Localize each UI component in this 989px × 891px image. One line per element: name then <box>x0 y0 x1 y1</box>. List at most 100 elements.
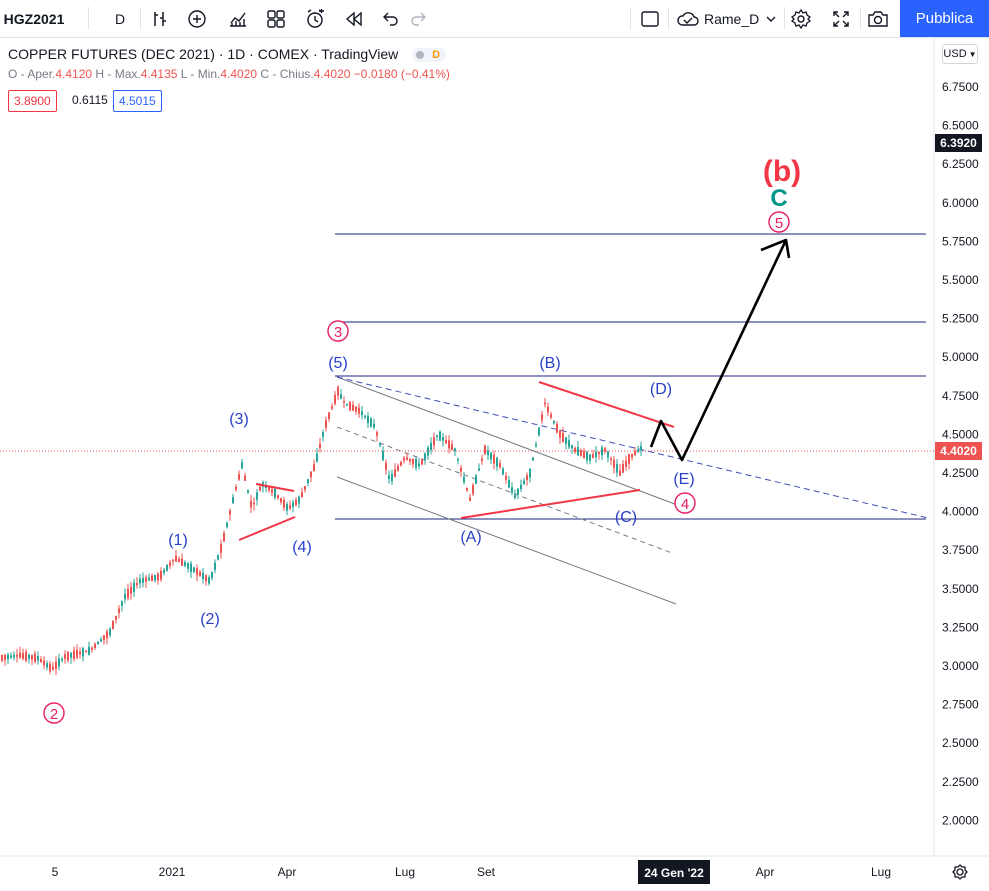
candle-body <box>103 635 105 640</box>
candle-body <box>505 475 507 480</box>
wave-label-e[interactable]: (E) <box>673 471 694 488</box>
candle-body <box>415 458 417 468</box>
candle-body <box>202 572 204 580</box>
alert-icon[interactable] <box>303 0 327 37</box>
wave-label-4[interactable]: (4) <box>292 539 312 556</box>
time-tick-label: Lug <box>395 865 415 879</box>
candle-body <box>121 601 123 607</box>
undo-icon[interactable] <box>379 0 403 37</box>
time-axis[interactable]: 5 2021 Apr Lug Set Apr Lug 24 Gen '22 <box>52 860 891 884</box>
rectangle-icon[interactable] <box>638 0 662 37</box>
candle-body <box>337 386 339 396</box>
triangle-upper-line[interactable] <box>255 483 295 492</box>
wave-label-circled-4[interactable]: 4 <box>681 496 689 513</box>
candle-body <box>349 401 351 411</box>
candle-body <box>199 571 201 577</box>
candle-body <box>154 574 156 581</box>
wave-label-d[interactable]: (D) <box>650 381 672 398</box>
candle-body <box>283 499 285 508</box>
candle-body <box>49 663 51 672</box>
candle-body <box>40 658 42 663</box>
market-status-label: D <box>432 49 441 62</box>
toolbar-divider <box>860 7 861 30</box>
dashed-trend-line[interactable] <box>336 376 929 519</box>
last-price-badge[interactable]: 4.4020 <box>935 442 982 460</box>
low-value: 4.4020 <box>220 67 258 81</box>
chart-legend-title[interactable]: COPPER FUTURES (DEC 2021) · 1D · COMEX ·… <box>8 46 447 63</box>
add-indicator-icon[interactable] <box>185 0 209 37</box>
chart-settings-icon[interactable] <box>952 864 968 880</box>
candle-body <box>253 502 255 505</box>
price-axis[interactable]: 6.7500 6.5000 6.2500 6.0000 5.7500 5.5000 5.25… <box>942 80 979 827</box>
bid-price-box[interactable]: 3.8900 <box>8 90 57 112</box>
candle-body <box>346 403 348 406</box>
fullscreen-icon[interactable] <box>829 0 853 37</box>
candle-body <box>259 486 261 491</box>
chart-canvas[interactable]: 6.7500 6.5000 6.2500 6.0000 5.7500 5.5000 5.25… <box>0 38 989 891</box>
currency-selector[interactable]: USD ▼ <box>942 44 978 64</box>
triangle-upper-line[interactable] <box>538 381 675 428</box>
wave-label-c[interactable]: (C) <box>615 509 637 526</box>
wave-label-a[interactable]: (A) <box>460 529 481 546</box>
wave-label-5[interactable]: (5) <box>328 355 348 372</box>
candle-body <box>328 412 330 419</box>
wave-label-circled-3[interactable]: 3 <box>334 324 342 341</box>
candle-body <box>622 464 624 473</box>
candle-body <box>547 406 549 413</box>
publish-button[interactable]: Pubblica <box>900 0 989 37</box>
channel-mid-line[interactable] <box>336 426 673 554</box>
wave-label-circled-2[interactable]: 2 <box>50 706 58 723</box>
candle-body <box>382 450 384 461</box>
candle-body <box>313 464 315 472</box>
candle-body <box>418 463 420 467</box>
candle-body <box>343 400 345 403</box>
candle-body <box>25 651 27 661</box>
candle-body <box>496 457 498 467</box>
chevron-down-icon[interactable] <box>764 0 778 37</box>
ask-price-box[interactable]: 4.5015 <box>113 90 162 112</box>
market-status-badge[interactable]: D <box>412 48 447 63</box>
cloud-icon[interactable] <box>676 0 700 37</box>
templates-icon[interactable] <box>264 0 288 37</box>
triangle-lower-line[interactable] <box>238 516 296 541</box>
price-tick-label: 2.0000 <box>942 813 979 827</box>
indicators-icon[interactable] <box>226 0 250 37</box>
camera-icon[interactable] <box>866 0 890 37</box>
candle-body <box>526 475 528 480</box>
candle-body <box>589 454 591 461</box>
price-tick-label: 4.7500 <box>942 389 979 403</box>
price-high-badge[interactable]: 6.3920 <box>935 134 982 152</box>
wave-label-c[interactable]: C <box>770 185 787 212</box>
channel-bottom-line[interactable] <box>336 476 677 605</box>
interval-button[interactable]: D <box>114 10 126 27</box>
redo-icon[interactable] <box>406 0 430 37</box>
time-tick-label: Apr <box>756 865 775 879</box>
candle-body <box>139 578 141 584</box>
wave-label-big-b[interactable]: (b) <box>763 155 801 188</box>
wave-label-circled-5[interactable]: 5 <box>775 215 783 232</box>
candle-body <box>391 473 393 482</box>
projection-path[interactable] <box>649 239 788 462</box>
candle-body <box>352 404 354 411</box>
wave-label-1[interactable]: (1) <box>168 532 188 549</box>
triangle-lower-line[interactable] <box>460 489 641 519</box>
candle-body <box>67 651 69 661</box>
replay-icon[interactable] <box>342 0 366 37</box>
layout-name-button[interactable]: Rame_D <box>704 10 760 27</box>
candle-body <box>280 498 282 503</box>
wave-label-b[interactable]: (B) <box>539 355 560 372</box>
candle-body <box>163 570 165 573</box>
candle-body <box>481 458 483 461</box>
bar-style-icon[interactable] <box>148 0 172 37</box>
candle-body <box>268 487 270 491</box>
settings-icon[interactable] <box>789 0 813 37</box>
wave-label-3[interactable]: (3) <box>229 411 249 428</box>
channel-top-line[interactable] <box>336 376 681 507</box>
candle-body <box>523 480 525 485</box>
wave-label-2[interactable]: (2) <box>200 611 220 628</box>
candle-body <box>208 577 210 584</box>
spread-value: 0.6115 <box>72 93 108 107</box>
candle-body <box>148 577 150 581</box>
candle-body <box>109 628 111 636</box>
symbol-search-button[interactable]: HGZ2021 <box>3 10 65 27</box>
